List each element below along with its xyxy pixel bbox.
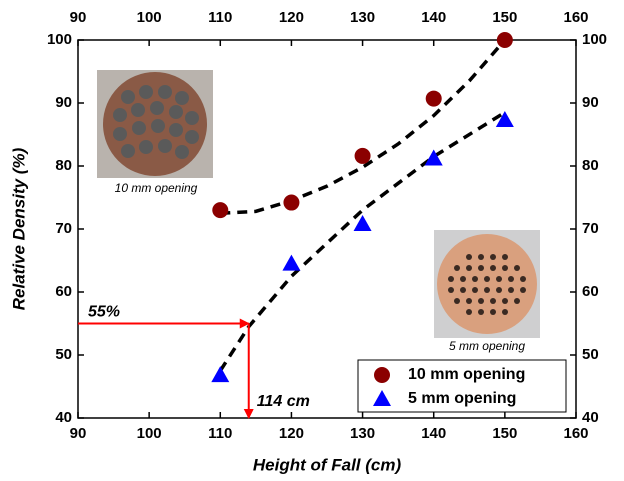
y-tick-label: 70 <box>55 220 72 237</box>
circle-marker <box>374 367 390 383</box>
x-tick-label-top: 110 <box>208 9 232 26</box>
photo-caption: 10 mm opening <box>115 181 198 195</box>
circle-marker <box>283 195 299 211</box>
annotation-label: 114 cm <box>257 393 310 410</box>
trend-line <box>220 40 505 213</box>
photo-caption: 5 mm opening <box>449 339 525 353</box>
triangle-marker <box>496 111 514 127</box>
x-tick-label-top: 90 <box>70 9 87 26</box>
circle-marker <box>426 91 442 107</box>
y-axis-label: Relative Density (%) <box>9 147 28 310</box>
y-tick-label-right: 90 <box>582 94 599 111</box>
y-tick-label-right: 40 <box>582 409 599 426</box>
x-tick-label-top: 100 <box>137 9 162 26</box>
x-tick-label-top: 150 <box>492 9 517 26</box>
x-tick-label-top: 130 <box>350 9 375 26</box>
x-tick-label: 160 <box>563 425 588 442</box>
x-tick-label-top: 160 <box>563 9 588 26</box>
circle-marker <box>212 202 228 218</box>
y-tick-label: 60 <box>55 283 72 300</box>
triangle-marker <box>282 255 300 271</box>
x-tick-label-top: 120 <box>279 9 304 26</box>
x-tick-label: 120 <box>279 425 304 442</box>
y-tick-label-right: 80 <box>582 157 599 174</box>
photo-10mm <box>97 70 213 178</box>
photo-5mm <box>434 230 540 338</box>
y-tick-label: 80 <box>55 157 72 174</box>
x-tick-label: 130 <box>350 425 375 442</box>
y-tick-label: 100 <box>47 31 72 48</box>
x-tick-label-top: 140 <box>421 9 446 26</box>
x-axis-label: Height of Fall (cm) <box>253 455 402 474</box>
chart: Height of Fall (cm) Relative Density (%)… <box>0 0 624 481</box>
x-tick-label: 150 <box>492 425 517 442</box>
annotation-label: 55% <box>88 304 120 321</box>
x-tick-label: 140 <box>421 425 446 442</box>
legend-label: 10 mm opening <box>408 366 525 383</box>
x-tick-label: 100 <box>137 425 162 442</box>
circle-marker <box>355 148 371 164</box>
y-tick-label-right: 60 <box>582 283 599 300</box>
y-tick-label-right: 100 <box>582 31 607 48</box>
x-tick-label: 110 <box>208 425 232 442</box>
y-tick-label-right: 70 <box>582 220 599 237</box>
legend-label: 5 mm opening <box>408 390 516 407</box>
y-tick-label: 50 <box>55 346 72 363</box>
x-tick-label: 90 <box>70 425 87 442</box>
y-tick-label: 90 <box>55 94 72 111</box>
triangle-marker <box>211 366 229 382</box>
y-tick-label-right: 50 <box>582 346 599 363</box>
y-tick-label: 40 <box>55 409 72 426</box>
circle-marker <box>497 32 513 48</box>
